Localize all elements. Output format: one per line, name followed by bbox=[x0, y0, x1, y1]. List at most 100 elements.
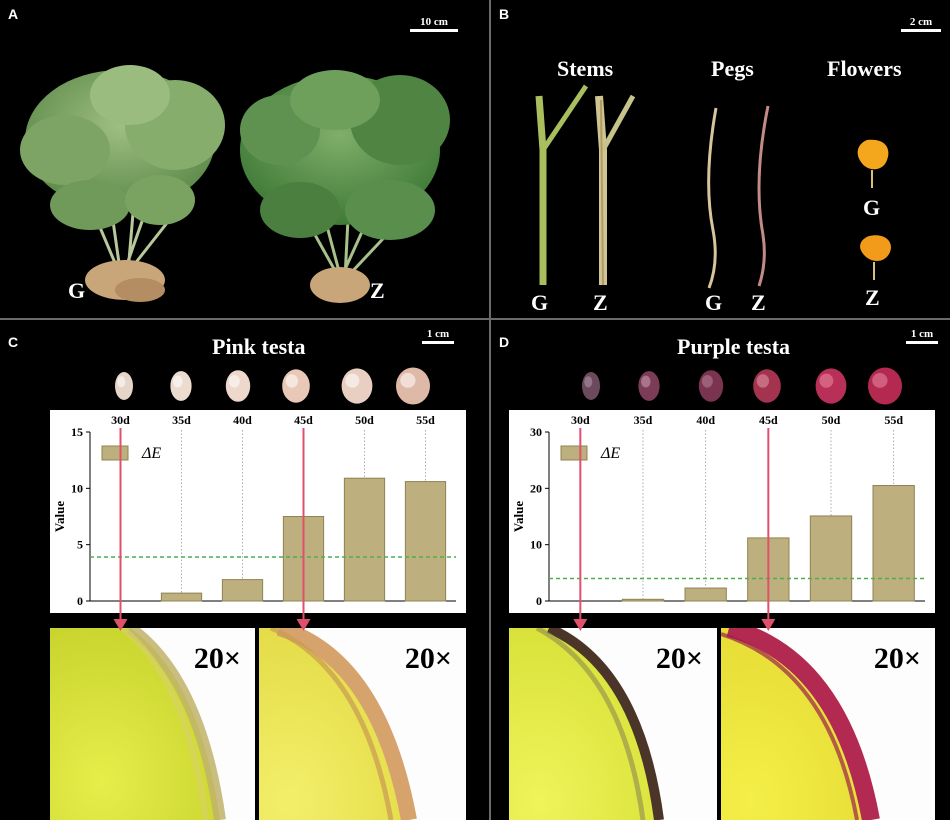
x-tick-label: 35d bbox=[634, 413, 653, 427]
x-tick-label: 40d bbox=[233, 413, 252, 427]
flower-z bbox=[860, 235, 891, 280]
title-pink-testa: Pink testa bbox=[212, 334, 306, 359]
stem-g bbox=[535, 84, 589, 285]
x-tick-label: 45d bbox=[759, 413, 778, 427]
seed bbox=[225, 370, 251, 402]
bar-35d bbox=[621, 598, 665, 602]
seed bbox=[341, 368, 373, 404]
arrow-head bbox=[761, 619, 776, 631]
peg-label-g: G bbox=[705, 290, 723, 315]
peanut-plant-photos bbox=[20, 65, 450, 303]
magnification-label: 20× bbox=[193, 642, 241, 675]
plant-label-g: G bbox=[68, 278, 86, 303]
panel-letter-a: A bbox=[8, 6, 19, 22]
scale-bar-d: 1 cm bbox=[906, 328, 938, 344]
micrograph-pink-45d: 20× bbox=[259, 628, 466, 820]
x-tick-label: 55d bbox=[416, 413, 435, 427]
flower-g bbox=[857, 139, 889, 188]
legend-label: ΔE bbox=[600, 445, 620, 462]
header-pegs: Pegs bbox=[711, 56, 754, 81]
panel-letter-d: D bbox=[499, 334, 510, 350]
x-tick-label: 50d bbox=[355, 413, 374, 427]
y-tick-label: 15 bbox=[71, 425, 83, 439]
seed bbox=[282, 369, 310, 403]
scale-bar-a: 10 cm bbox=[410, 16, 458, 32]
legend-swatch bbox=[560, 445, 588, 461]
seed bbox=[638, 371, 660, 401]
scale-label-b: 2 cm bbox=[909, 16, 933, 28]
panel-letter-b: B bbox=[499, 6, 510, 22]
bar-chart-pink: 0 5 10 15 Value 30d 35d 40d 45d 50d 55d ΔE bbox=[52, 413, 456, 611]
legend-label: ΔE bbox=[141, 445, 161, 462]
x-tick-label: 30d bbox=[571, 413, 590, 427]
plant-z bbox=[240, 70, 450, 303]
seed bbox=[170, 371, 192, 401]
x-tick-label: 45d bbox=[294, 413, 313, 427]
micrograph-purple-45d: 20× bbox=[721, 628, 935, 820]
seed bbox=[698, 370, 724, 402]
seed-row-pink bbox=[115, 367, 430, 405]
chart-box-c: 0 5 10 15 Value 30d 35d 40d 45d 50d 55d ΔE bbox=[50, 410, 466, 613]
seed-row-purple bbox=[582, 367, 902, 405]
panel-a: A 10 cm bbox=[0, 0, 489, 318]
x-tick-label: 35d bbox=[172, 413, 191, 427]
scale-label-a: 10 cm bbox=[420, 16, 448, 28]
scale-label-c: 1 cm bbox=[426, 328, 450, 340]
y-axis-label: Value bbox=[511, 501, 526, 533]
bar-55d bbox=[404, 481, 447, 602]
flower-label-g: G bbox=[863, 195, 881, 220]
x-tick-label: 55d bbox=[884, 413, 903, 427]
plant-g bbox=[20, 65, 225, 302]
y-axis-label: Value bbox=[52, 501, 67, 533]
y-tick-label: 30 bbox=[530, 425, 542, 439]
x-tick-label: 50d bbox=[822, 413, 841, 427]
x-tick-label: 30d bbox=[111, 413, 130, 427]
bar-40d bbox=[221, 579, 264, 602]
plant-label-z: Z bbox=[370, 278, 385, 303]
micrograph-purple-30d: 20× bbox=[509, 628, 717, 820]
panel-b: B 2 cm Stems Pegs Flowers G Z G Z G bbox=[491, 0, 950, 318]
x-tick-label: 40d bbox=[696, 413, 715, 427]
magnification-label: 20× bbox=[655, 642, 703, 675]
stem-label-g: G bbox=[531, 290, 549, 315]
vertical-divider bbox=[489, 0, 491, 820]
seed bbox=[753, 369, 781, 403]
arrow-head bbox=[296, 619, 311, 631]
seed bbox=[868, 367, 902, 405]
horizontal-divider bbox=[0, 318, 950, 320]
y-tick-label: 10 bbox=[71, 481, 83, 495]
title-purple-testa: Purple testa bbox=[677, 334, 791, 359]
flower-label-z: Z bbox=[865, 285, 880, 310]
y-tick-label: 5 bbox=[77, 538, 83, 552]
arrow-head bbox=[113, 619, 128, 631]
panel-d: D Purple testa 1 cm 0 10 20 30 Value 30d 35d 40… bbox=[491, 320, 950, 820]
peg-label-z: Z bbox=[751, 290, 766, 315]
scale-bar-c: 1 cm bbox=[422, 328, 454, 344]
header-flowers: Flowers bbox=[827, 56, 902, 81]
peg-z bbox=[757, 105, 770, 287]
bar-40d bbox=[684, 587, 727, 602]
y-tick-label: 20 bbox=[530, 481, 542, 495]
header-stems: Stems bbox=[557, 56, 614, 81]
stem-z bbox=[595, 94, 636, 286]
peg-g bbox=[707, 107, 718, 289]
panel-letter-c: C bbox=[8, 334, 19, 350]
stem-label-z: Z bbox=[593, 290, 608, 315]
y-tick-label: 0 bbox=[77, 594, 83, 608]
chart-box-d: 0 10 20 30 Value 30d 35d 40d 45d 50d 55d ΔE bbox=[509, 410, 935, 613]
organs-photo bbox=[535, 84, 891, 289]
seed bbox=[396, 367, 430, 405]
arrow-heads bbox=[113, 611, 311, 631]
scale-bar-b: 2 cm bbox=[901, 16, 941, 32]
seed bbox=[115, 372, 133, 400]
scale-label-d: 1 cm bbox=[910, 328, 934, 340]
arrow-heads bbox=[573, 611, 776, 631]
seed bbox=[815, 368, 847, 404]
magnification-label: 20× bbox=[873, 642, 921, 675]
seed bbox=[582, 372, 600, 400]
micrograph-pink-30d: 20× bbox=[50, 628, 255, 820]
legend-swatch bbox=[101, 445, 129, 461]
y-tick-label: 10 bbox=[530, 538, 542, 552]
panel-c: C Pink testa 1 cm 0 5 10 15 Value 30d 35d 40d 45… bbox=[0, 320, 489, 820]
legend: ΔE bbox=[101, 445, 161, 462]
